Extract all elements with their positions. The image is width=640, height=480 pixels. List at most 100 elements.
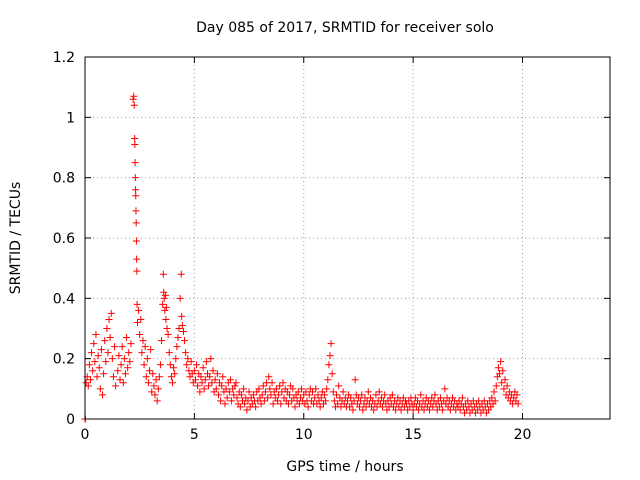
data-point: [305, 391, 313, 399]
data-point: [148, 388, 156, 396]
data-point: [312, 385, 320, 393]
data-point: [197, 373, 205, 381]
data-point: [142, 373, 150, 381]
data-point: [275, 391, 283, 399]
data-point: [316, 403, 324, 411]
data-point: [236, 403, 244, 411]
data-point: [302, 388, 310, 396]
data-point: [159, 300, 167, 308]
data-point: [194, 382, 202, 390]
data-point: [121, 370, 129, 378]
data-point: [125, 349, 133, 357]
data-point: [155, 373, 163, 381]
data-point: [133, 267, 141, 275]
y-tick-label: 1: [66, 110, 75, 126]
data-point: [497, 358, 505, 366]
data-point: [165, 349, 173, 357]
data-point: [226, 376, 234, 384]
data-point: [286, 391, 294, 399]
data-point: [439, 406, 447, 414]
x-tick-label: 0: [81, 427, 90, 443]
data-point: [171, 370, 179, 378]
data-point: [114, 367, 122, 375]
data-point: [268, 379, 276, 387]
data-point: [95, 364, 103, 372]
data-point: [132, 192, 140, 200]
y-tick-label: 0.8: [53, 171, 75, 187]
data-point: [104, 349, 112, 357]
data-point: [237, 391, 245, 399]
data-point: [134, 318, 141, 326]
data-point: [381, 391, 389, 399]
data-point: [291, 403, 299, 411]
data-point: [249, 391, 257, 399]
data-point: [284, 400, 292, 408]
data-point: [289, 385, 297, 393]
data-point: [233, 394, 241, 402]
data-point: [314, 391, 322, 399]
data-point: [199, 364, 207, 372]
data-point: [379, 403, 386, 411]
data-point: [223, 394, 231, 402]
data-point: [93, 373, 101, 381]
data-point: [131, 134, 139, 142]
data-point: [179, 328, 187, 336]
data-point: [264, 394, 272, 402]
data-point: [164, 331, 172, 339]
data-point: [501, 376, 509, 384]
data-point: [124, 364, 132, 372]
gridlines: [85, 57, 610, 419]
data-point: [172, 355, 180, 363]
data-point: [334, 400, 342, 408]
data-point: [321, 391, 329, 399]
data-point: [97, 346, 105, 354]
data-point: [141, 343, 149, 351]
data-point: [161, 306, 169, 314]
data-point: [132, 207, 140, 215]
data-point: [207, 355, 215, 363]
data-point: [184, 355, 192, 363]
data-point: [259, 382, 267, 390]
data-point: [503, 382, 511, 390]
data-point: [327, 340, 335, 348]
data-point: [277, 400, 285, 408]
data-point: [243, 406, 251, 414]
x-axis-label: GPS time / hours: [286, 459, 403, 475]
data-point: [144, 379, 152, 387]
data-point: [138, 349, 146, 357]
data-point: [132, 219, 140, 227]
data-point: [159, 270, 167, 278]
data-point: [272, 385, 280, 393]
data-point: [156, 361, 164, 369]
data-point: [372, 391, 380, 399]
data-point: [333, 391, 341, 399]
data-point: [375, 388, 383, 396]
data-point: [230, 391, 238, 399]
data-point: [491, 397, 499, 405]
data-point: [349, 406, 357, 414]
data-point: [279, 379, 287, 387]
data-point: [218, 382, 226, 390]
data-point: [417, 391, 425, 399]
data-point: [322, 397, 330, 405]
data-point: [209, 367, 217, 375]
data-point: [94, 352, 102, 360]
data-point: [117, 361, 125, 369]
y-tick-label: 0.2: [53, 352, 75, 368]
data-point: [163, 325, 171, 332]
data-point: [143, 355, 151, 363]
data-point: [225, 388, 233, 396]
data-point: [147, 346, 155, 354]
data-point: [429, 403, 437, 411]
data-point: [167, 373, 175, 381]
data-point: [107, 309, 115, 317]
data-point: [170, 364, 178, 372]
data-point: [137, 315, 145, 323]
tick-labels: 0 5 10 15 20 0 0.2 0.4 0.6 0.8 1 1.2: [53, 50, 532, 443]
data-point: [149, 370, 157, 378]
y-tick-label: 0.4: [53, 291, 75, 307]
data-point: [456, 406, 464, 414]
x-tick-label: 20: [514, 427, 532, 443]
data-point: [351, 376, 359, 384]
data-point: [108, 355, 116, 363]
